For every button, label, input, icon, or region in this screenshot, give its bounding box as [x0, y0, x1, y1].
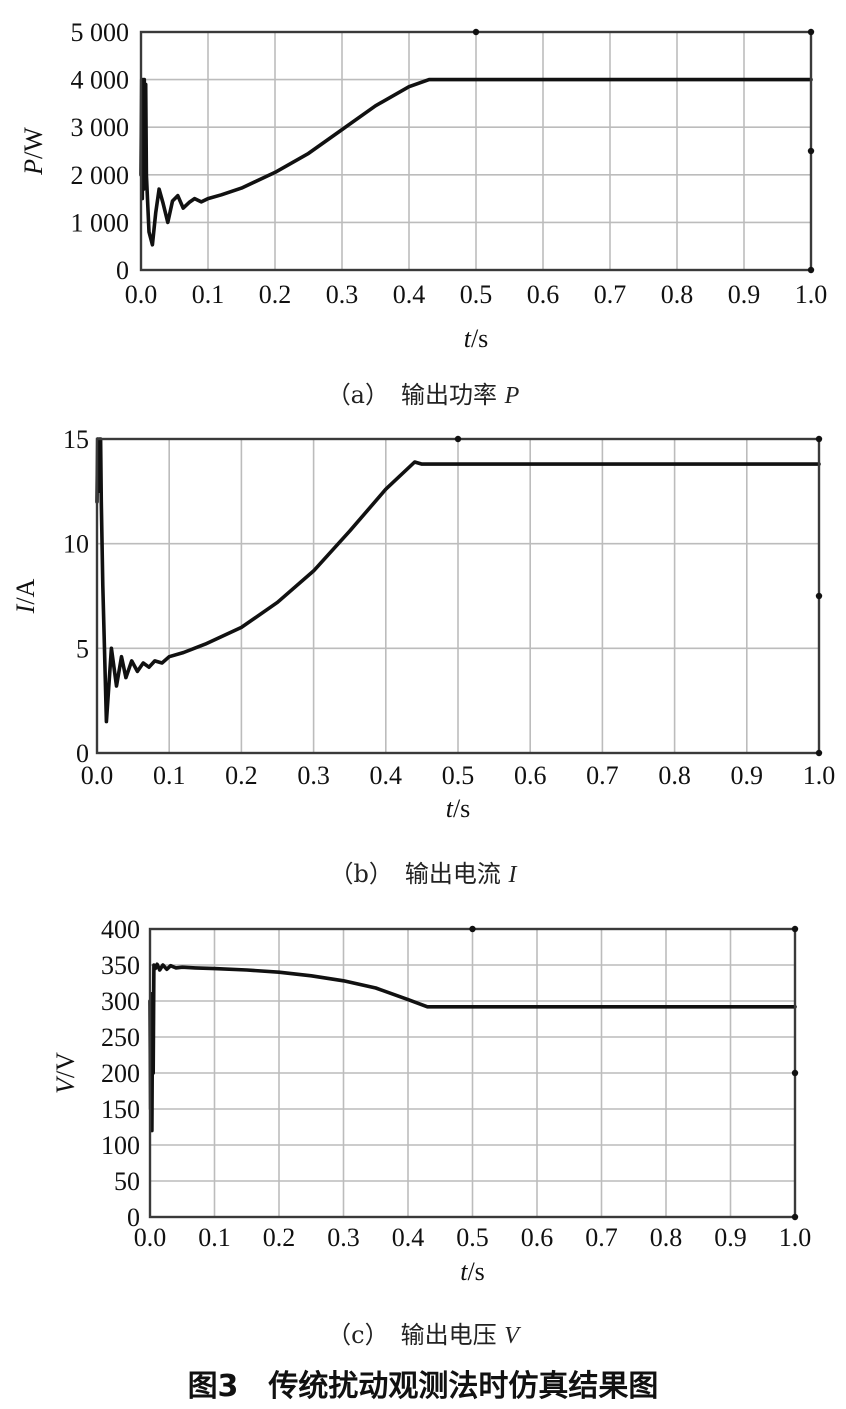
x-tick-label: 0.7 — [585, 1223, 618, 1252]
frame-marker — [807, 28, 815, 36]
y-tick-label: 100 — [101, 1131, 140, 1160]
x-tick-label: 0.0 — [125, 280, 158, 309]
x-axis-label: t/s — [464, 324, 489, 353]
frame-marker — [454, 435, 462, 443]
x-axis-label: t/s — [460, 1257, 485, 1286]
x-tick-label: 0.8 — [661, 280, 694, 309]
frame-marker — [791, 1069, 799, 1077]
x-tick-label: 0.5 — [456, 1223, 489, 1252]
y-tick-label: 50 — [114, 1167, 140, 1196]
frame-marker — [807, 147, 815, 155]
series-line — [139, 77, 813, 247]
series-line — [148, 962, 797, 1133]
frame-marker — [791, 1213, 799, 1221]
y-axis-label: I/A — [11, 578, 40, 614]
y-tick-label: 0 — [116, 256, 129, 285]
x-tick-label: 1.0 — [779, 1223, 812, 1252]
frame-marker — [469, 925, 476, 933]
frame-marker — [815, 749, 823, 757]
x-tick-label: 0.9 — [728, 280, 761, 309]
x-tick-label: 0.3 — [327, 1223, 360, 1252]
x-tick-label: 0.3 — [326, 280, 359, 309]
x-tick-label: 1.0 — [795, 280, 828, 309]
x-tick-label: 0.9 — [731, 761, 764, 790]
y-tick-label: 250 — [101, 1023, 140, 1052]
x-tick-label: 0.2 — [263, 1223, 296, 1252]
x-tick-label: 0.4 — [393, 280, 426, 309]
x-tick-label: 0.6 — [514, 761, 547, 790]
x-tick-label: 0.2 — [225, 761, 258, 790]
x-tick-label: 0.4 — [392, 1223, 425, 1252]
subfigure-caption: （b） 输出电流 I — [330, 860, 518, 888]
y-tick-label: 5 000 — [71, 18, 130, 47]
y-tick-label: 4 000 — [71, 66, 130, 95]
frame-marker — [807, 266, 815, 274]
y-tick-label: 300 — [101, 987, 140, 1016]
chart-panel-2: 0.0 0.1 0.2 0.3 0.4 0.5 0.6 0.7 0.8 0.9 1.0 0 5 10 15 t… — [11, 425, 835, 888]
x-tick-label: 0.1 — [153, 761, 186, 790]
y-tick-label: 2 000 — [71, 161, 130, 190]
chart-panel-3: 0.0 0.1 0.2 0.3 0.4 0.5 0.6 0.7 0.8 0.9 1.0 0 50 100 1… — [51, 915, 811, 1349]
y-tick-label: 0 — [127, 1203, 140, 1232]
x-tick-label: 0.6 — [527, 280, 560, 309]
x-tick-label: 0.8 — [658, 761, 691, 790]
x-tick-label: 0.7 — [586, 761, 619, 790]
frame-marker — [815, 435, 823, 443]
series-line — [95, 437, 821, 724]
frame-marker — [791, 925, 799, 933]
x-axis-label: t/s — [446, 794, 471, 823]
x-tick-label: 0.9 — [714, 1223, 747, 1252]
y-axis-label: V/V — [51, 1052, 80, 1094]
y-tick-label: 5 — [76, 634, 89, 663]
y-tick-label: 10 — [63, 530, 89, 559]
x-tick-label: 0.0 — [134, 1223, 167, 1252]
x-tick-label: 0.5 — [442, 761, 475, 790]
x-tick-label: 0.2 — [259, 280, 292, 309]
x-tick-label: 0.3 — [297, 761, 330, 790]
x-tick-label: 0.5 — [460, 280, 493, 309]
x-tick-label: 0.6 — [521, 1223, 554, 1252]
x-tick-label: 0.4 — [370, 761, 403, 790]
subfigure-caption: （a） 输出功率 P — [327, 381, 520, 409]
x-tick-label: 0.8 — [650, 1223, 683, 1252]
y-tick-label: 200 — [101, 1059, 140, 1088]
y-tick-label: 150 — [101, 1095, 140, 1124]
y-axis-label: P/W — [19, 127, 48, 176]
x-tick-label: 1.0 — [803, 761, 836, 790]
x-tick-label: 0.1 — [192, 280, 225, 309]
x-tick-label: 0.0 — [81, 761, 114, 790]
frame-marker — [472, 28, 480, 36]
figure-title: 图3 传统扰动观测法时仿真结果图 — [188, 1369, 659, 1404]
y-tick-label: 400 — [101, 915, 140, 944]
y-tick-label: 3 000 — [71, 113, 130, 142]
y-tick-label: 350 — [101, 951, 140, 980]
y-tick-label: 0 — [76, 739, 89, 768]
y-tick-label: 15 — [63, 425, 89, 454]
subfigure-caption: （c） 输出电压 V — [327, 1321, 521, 1349]
y-tick-label: 1 000 — [71, 208, 130, 237]
x-tick-label: 0.1 — [198, 1223, 231, 1252]
chart-panel-1: 0.0 0.1 0.2 0.3 0.4 0.5 0.6 0.7 0.8 0.9 1.0 0 1 000 2… — [19, 18, 827, 409]
frame-marker — [815, 592, 823, 600]
x-tick-label: 0.7 — [594, 280, 627, 309]
